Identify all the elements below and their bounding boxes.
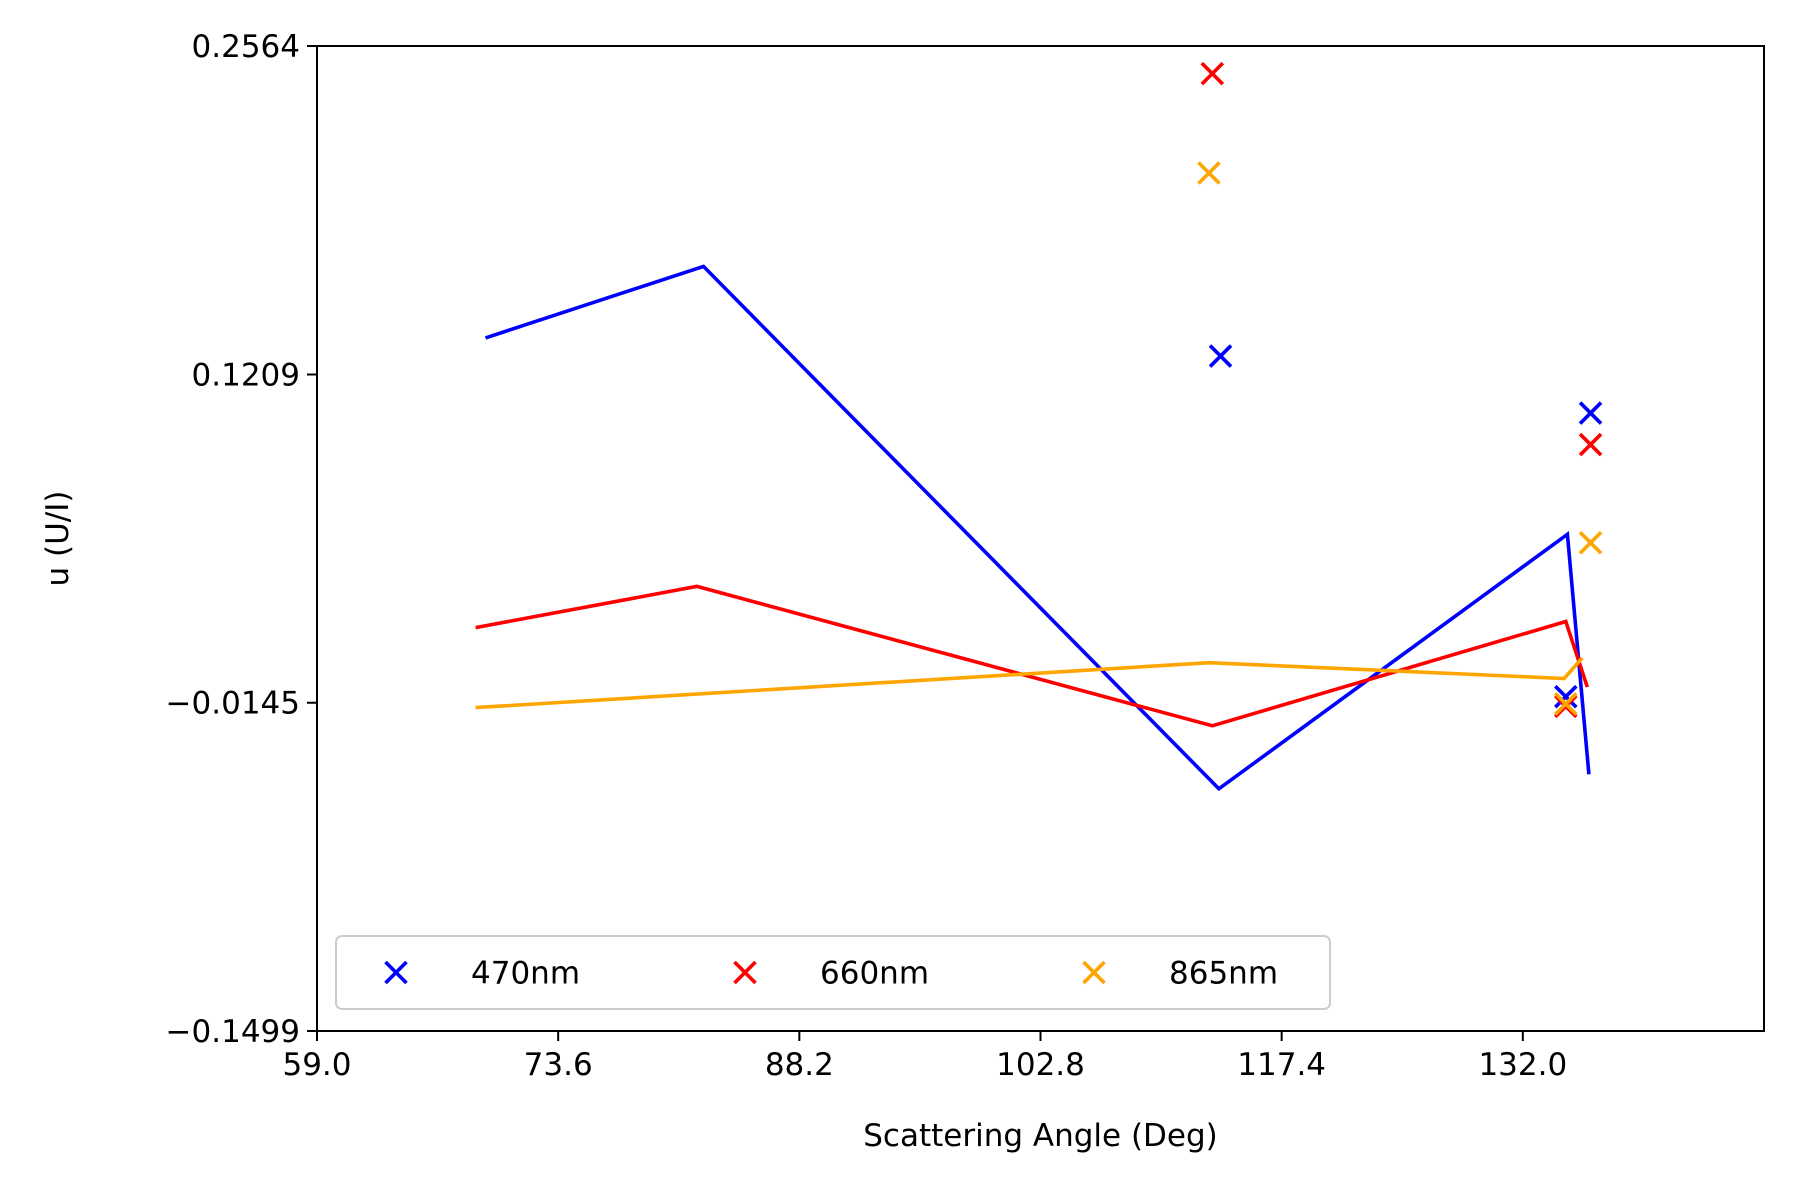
legend-marker-stroke [1082,960,1106,985]
series-line-660nm [475,584,1590,728]
data-point-660nm-1 [1578,432,1603,457]
data-point-stroke [1578,530,1603,555]
legend: 470nm 660nm 865nm [335,935,1331,1010]
legend-label-660nm: 660nm [820,956,929,992]
series-line-865nm [475,656,1584,710]
data-point-865nm-0 [1197,161,1221,185]
x-tick-label: 102.8 [996,1047,1085,1083]
data-point-865nm-2 [1554,692,1578,716]
legend-marker-stroke [384,960,408,985]
data-point-stroke [1197,161,1221,185]
y-axis-title: u (U/I) [40,491,76,587]
data-point-470nm-0 [1208,344,1233,368]
data-point-stroke [1578,401,1603,425]
axes: 59.0 73.6 88.2 102.8 117.4 132.0 −0.1499 −0.014… [166,29,1765,1083]
legend-marker-470nm [384,960,408,985]
y-tick-label: 0.1209 [192,357,300,393]
data-point-470nm-1 [1578,401,1603,425]
y-tick-label: −0.1499 [166,1014,300,1050]
series-line-470nm [484,264,1591,792]
data-point-stroke [1578,432,1603,457]
data-point-470nm-2 [1554,684,1578,709]
y-tick-label: −0.0145 [166,686,300,722]
legend-marker-865nm [1082,960,1106,985]
data-point-stroke [1200,61,1225,86]
data-point-865nm-1 [1578,530,1603,555]
legend-label-865nm: 865nm [1169,956,1278,992]
legend-marker-stroke [733,960,757,985]
legend-box [335,935,1331,1010]
data-point-stroke [1554,692,1578,716]
legend-marker-660nm [733,960,757,985]
x-tick-label: 59.0 [282,1047,351,1083]
x-tick-label: 73.6 [524,1047,593,1083]
plot-area [475,61,1603,792]
legend-label-470nm: 470nm [471,956,580,992]
y-tick-label: 0.2564 [192,29,300,65]
x-axis-title: Scattering Angle (Deg) [863,1118,1218,1154]
data-point-stroke [1208,344,1233,368]
x-tick-label: 117.4 [1237,1047,1326,1083]
x-tick-label: 88.2 [765,1047,834,1083]
x-tick-label: 132.0 [1478,1047,1567,1083]
data-point-stroke [1554,684,1578,709]
data-point-660nm-0 [1200,61,1225,86]
